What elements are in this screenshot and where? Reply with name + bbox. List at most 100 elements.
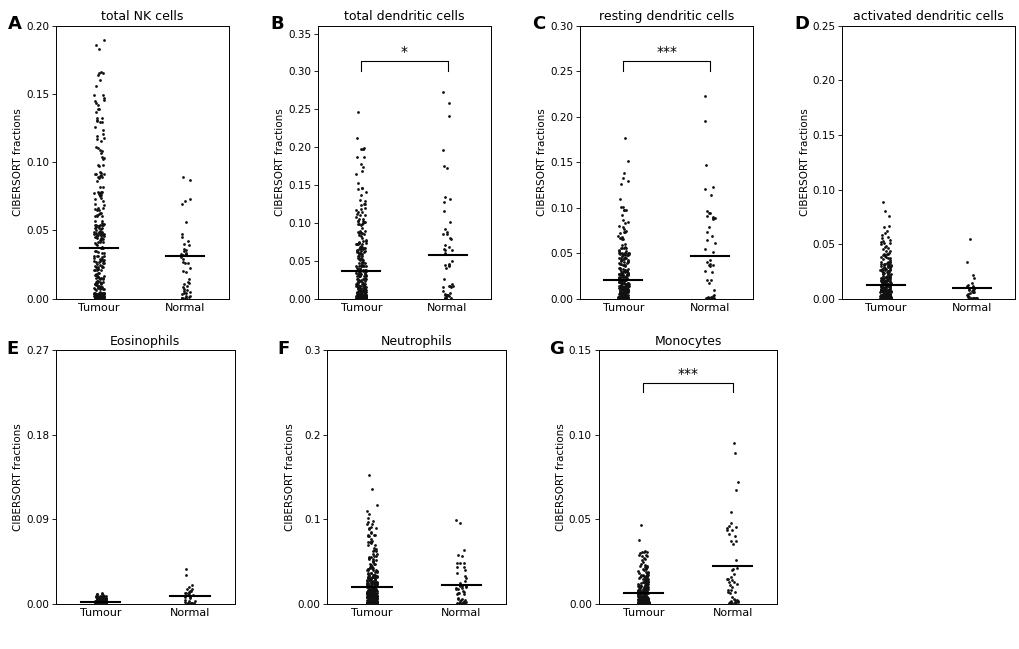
Point xyxy=(90,595,106,606)
Point xyxy=(871,293,888,304)
Point xyxy=(355,162,371,172)
Point xyxy=(177,564,194,574)
Point xyxy=(353,249,369,260)
Point xyxy=(879,249,896,260)
Point xyxy=(90,598,106,609)
Point xyxy=(437,262,453,273)
Point xyxy=(92,593,108,604)
Point xyxy=(86,188,102,199)
Point xyxy=(874,293,891,303)
Point xyxy=(696,184,712,194)
Point xyxy=(636,594,652,604)
Point xyxy=(360,587,376,598)
Point xyxy=(632,596,648,606)
Point xyxy=(356,290,372,300)
Point xyxy=(92,598,108,609)
Point xyxy=(631,598,647,609)
Point xyxy=(357,282,373,292)
Text: D: D xyxy=(794,15,808,33)
Point xyxy=(350,292,366,302)
Point xyxy=(723,524,740,535)
Point xyxy=(633,597,649,607)
Point xyxy=(359,598,375,608)
Point xyxy=(454,598,471,608)
Point xyxy=(95,590,111,600)
Point xyxy=(872,281,889,291)
Point xyxy=(92,274,108,284)
Point xyxy=(96,592,112,602)
Point xyxy=(612,178,629,189)
Point xyxy=(610,293,627,303)
Point xyxy=(352,290,368,300)
Point xyxy=(348,133,365,143)
Point xyxy=(610,245,627,255)
Point xyxy=(875,291,892,301)
Point xyxy=(357,226,373,236)
Point xyxy=(367,572,383,582)
Point xyxy=(360,587,376,598)
Point xyxy=(634,585,650,596)
Point xyxy=(177,293,194,304)
Point xyxy=(960,284,976,295)
Point xyxy=(363,580,379,591)
Point xyxy=(362,527,378,537)
Point xyxy=(89,270,105,280)
Point xyxy=(355,244,371,254)
Point xyxy=(366,593,382,603)
Point xyxy=(362,572,378,583)
Point xyxy=(367,591,383,601)
Point xyxy=(634,598,650,609)
Point xyxy=(178,249,195,259)
Point xyxy=(634,597,650,607)
Point xyxy=(609,292,626,302)
Point xyxy=(361,591,377,602)
Point xyxy=(88,598,104,609)
Point xyxy=(95,160,111,170)
Point xyxy=(612,282,629,293)
Point xyxy=(877,290,894,300)
Point xyxy=(615,292,632,302)
Point xyxy=(96,598,112,609)
Point xyxy=(360,597,376,607)
Point xyxy=(366,598,382,608)
Point xyxy=(96,293,112,304)
Point xyxy=(610,221,627,231)
Point xyxy=(91,596,107,607)
Point xyxy=(875,275,892,286)
Point xyxy=(94,171,110,182)
Point xyxy=(96,596,112,607)
Point xyxy=(871,291,888,301)
Point xyxy=(92,597,108,607)
Point xyxy=(93,592,109,602)
Point xyxy=(638,598,654,608)
Point xyxy=(704,260,720,271)
Point xyxy=(615,293,632,303)
Point xyxy=(91,204,107,215)
Point xyxy=(90,293,106,303)
Point xyxy=(632,597,648,607)
Point xyxy=(365,559,381,569)
Point xyxy=(636,596,652,606)
Point xyxy=(639,582,655,592)
Point xyxy=(638,580,654,591)
Point xyxy=(359,565,375,575)
Point xyxy=(351,286,367,297)
Point xyxy=(94,292,110,302)
Title: total dendritic cells: total dendritic cells xyxy=(343,10,465,23)
Point xyxy=(359,589,375,599)
Point xyxy=(354,286,370,297)
Point xyxy=(613,210,630,220)
Point xyxy=(360,581,376,591)
Point xyxy=(880,238,897,248)
Point xyxy=(96,598,112,608)
Point xyxy=(89,598,105,609)
Point xyxy=(368,597,384,607)
Point xyxy=(96,594,112,605)
Point xyxy=(364,597,380,607)
Point xyxy=(92,293,108,303)
Point xyxy=(874,292,891,302)
Point xyxy=(633,595,649,606)
Point xyxy=(362,583,378,594)
Point xyxy=(637,583,653,593)
Point xyxy=(363,562,379,572)
